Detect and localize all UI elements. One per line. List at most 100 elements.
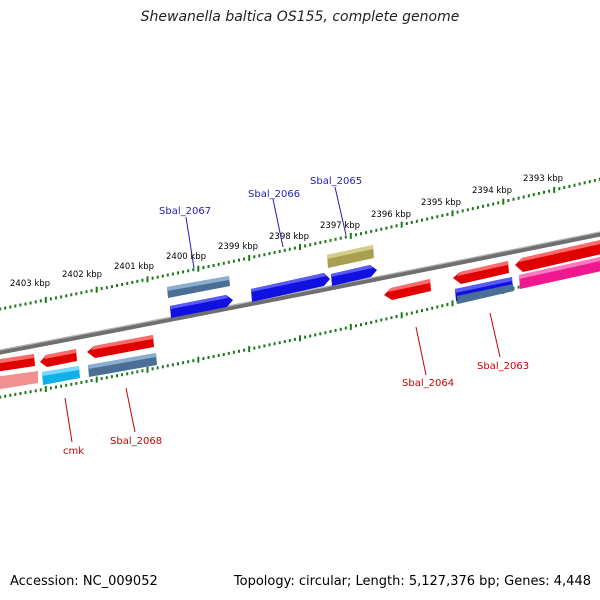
genome-summary-text: Topology: circular; Length: 5,127,376 bp…	[233, 574, 591, 589]
minor-tick	[207, 265, 210, 268]
gene-feature[interactable]	[0, 371, 38, 390]
gene-feature-shade	[457, 261, 508, 276]
top-strand-genes	[167, 245, 377, 318]
scale-label: 2400 kbp	[166, 252, 206, 262]
gene-label-cmk[interactable]: cmk	[63, 446, 84, 457]
gene-feature[interactable]	[457, 284, 514, 304]
gene-feature-shade	[455, 277, 512, 293]
minor-tick	[421, 218, 423, 222]
minor-tick	[431, 216, 434, 220]
minor-tick	[263, 344, 266, 348]
minor-tick	[324, 240, 327, 243]
minor-tick	[380, 227, 383, 231]
minor-tick	[105, 376, 108, 380]
minor-tick	[227, 260, 230, 264]
scale-label: 2403 kbp	[10, 279, 50, 289]
minor-tick	[283, 340, 286, 344]
gene-feature-shade	[388, 279, 430, 292]
gene-label-sbal-2063[interactable]: Sbal_2063	[477, 361, 529, 372]
minor-tick	[151, 367, 154, 371]
minor-tick	[537, 192, 540, 195]
gene-feature[interactable]	[331, 265, 377, 286]
minor-tick	[370, 320, 373, 324]
gene-label-sbal-2066[interactable]: Sbal_2066	[248, 189, 300, 200]
major-tick	[95, 376, 98, 383]
minor-tick	[85, 380, 88, 383]
minor-tick	[527, 194, 530, 198]
minor-tick	[329, 330, 332, 333]
minor-tick	[446, 303, 449, 306]
minor-tick	[278, 341, 281, 345]
minor-tick	[487, 203, 490, 207]
minor-tick	[410, 311, 413, 315]
minor-tick	[421, 309, 423, 313]
minor-tick	[436, 305, 439, 309]
minor-tick	[385, 317, 388, 321]
minor-tick	[100, 287, 103, 291]
minor-tick	[0, 307, 2, 311]
minor-tick	[222, 353, 225, 356]
gene-feature[interactable]	[251, 273, 330, 302]
minor-tick	[4, 394, 7, 398]
minor-tick	[578, 182, 581, 186]
minor-tick	[304, 335, 307, 339]
minor-tick	[365, 231, 368, 235]
minor-tick	[593, 178, 596, 182]
scale-label: 2399 kbp	[218, 242, 258, 252]
minor-tick	[258, 254, 261, 258]
minor-tick	[39, 388, 42, 392]
minor-tick	[4, 306, 7, 310]
scale-labels: 2403 kbp 2402 kbp 2401 kbp 2400 kbp 2399…	[10, 174, 563, 289]
minor-tick	[136, 279, 139, 283]
major-tick	[299, 244, 301, 250]
minor-tick	[202, 266, 205, 270]
minor-tick	[375, 319, 378, 323]
minor-tick	[19, 303, 22, 307]
minor-tick	[288, 339, 291, 342]
minor-tick	[558, 187, 561, 191]
minor-tick	[344, 326, 347, 330]
gene-label-sbal-2067[interactable]: Sbal_2067	[159, 206, 211, 217]
minor-tick	[232, 259, 235, 263]
major-tick	[197, 356, 200, 363]
top-scale-ticks	[0, 177, 600, 311]
minor-tick	[182, 270, 185, 274]
minor-tick	[543, 190, 545, 194]
minor-tick	[405, 312, 408, 316]
minor-tick	[492, 202, 495, 206]
minor-tick	[446, 212, 449, 216]
minor-tick	[354, 324, 357, 328]
scale-label: 2398 kbp	[269, 232, 309, 242]
minor-tick	[110, 285, 113, 289]
minor-tick	[283, 248, 286, 252]
minor-tick	[24, 391, 27, 395]
minor-tick	[426, 217, 429, 221]
minor-tick	[339, 327, 342, 331]
minor-tick	[156, 275, 159, 279]
minor-tick	[598, 177, 600, 181]
minor-tick	[441, 304, 444, 308]
minor-tick	[375, 228, 378, 232]
gene-feature-shade	[167, 276, 229, 291]
gene-labels: Sbal_2067 Sbal_2066 Sbal_2065 Sbal_2064 …	[63, 176, 529, 457]
bottom-strand-genes	[0, 240, 600, 390]
gene-label-sbal-2065[interactable]: Sbal_2065	[310, 176, 362, 187]
gene-label-sbal-2068[interactable]: Sbal_2068	[110, 436, 162, 447]
minor-tick	[34, 300, 37, 304]
minor-tick	[360, 232, 362, 236]
minor-tick	[410, 220, 413, 224]
minor-tick	[70, 382, 73, 386]
gene-label-sbal-2064[interactable]: Sbal_2064	[402, 378, 454, 389]
scale-label: 2401 kbp	[114, 262, 154, 272]
scale-label: 2394 kbp	[472, 186, 512, 196]
minor-tick	[116, 374, 118, 378]
minor-tick	[253, 255, 256, 259]
minor-tick	[65, 383, 68, 387]
minor-tick	[0, 395, 2, 399]
minor-tick	[161, 365, 164, 369]
minor-tick	[151, 276, 154, 280]
minor-tick	[238, 349, 240, 353]
major-tick	[400, 312, 403, 319]
minor-tick	[288, 247, 291, 251]
gene-feature[interactable]	[170, 295, 233, 318]
